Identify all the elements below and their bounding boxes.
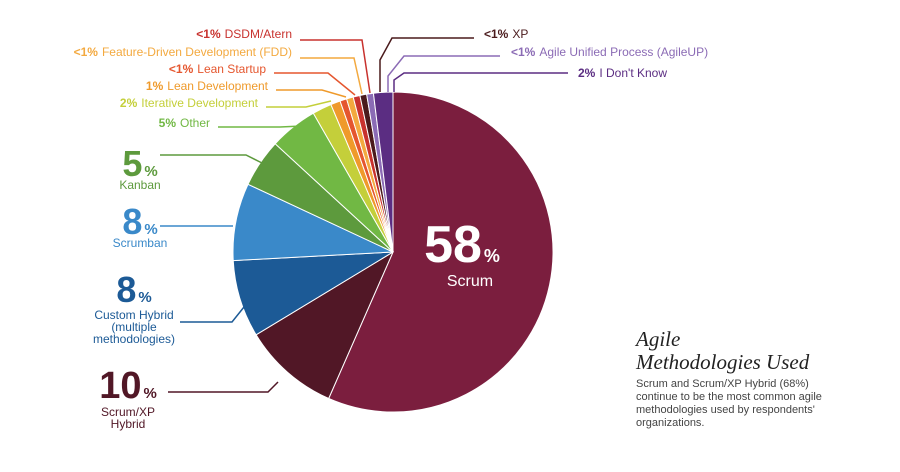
chart-subtitle: Scrum and Scrum/XP Hybrid (68%) continue… <box>636 378 822 429</box>
label-i-don-t-know: 2% I Don't Know <box>578 66 667 80</box>
label-iterative-development: 2% Iterative Development <box>120 96 259 110</box>
label-lean-development: 1% Lean Development <box>146 79 269 93</box>
label-name: Scrum/XP <box>101 405 155 419</box>
chart-caption: Agile Methodologies Used Scrum and Scrum… <box>636 328 886 430</box>
label-pct: 2% <box>578 66 596 80</box>
label-kanban: 5 %Kanban <box>119 143 160 192</box>
leader-line-kanban <box>160 154 263 164</box>
label-xp: <1% XP <box>484 27 528 41</box>
label-lean-startup: <1% Lean Startup <box>169 62 266 76</box>
pie-slice-scrum <box>328 91 554 413</box>
label-pct: 58% <box>424 216 500 274</box>
label-name: Custom Hybrid <box>94 308 173 322</box>
leader-line-custom-hybrid-multiple-methodologies <box>180 306 245 323</box>
label-pct: <1% <box>484 27 509 41</box>
label-pct: 2% <box>120 96 138 110</box>
label-name: methodologies) <box>93 332 175 346</box>
label-name: XP <box>512 27 528 41</box>
label-feature-driven-development-fdd: <1% Feature-Driven Development (FDD) <box>74 45 292 59</box>
label-pct: <1% <box>74 45 99 59</box>
leader-line-i-don-t-know <box>393 72 568 92</box>
label-pct: <1% <box>196 27 221 41</box>
label-pct: <1% <box>511 45 536 59</box>
label-name: I Don't Know <box>599 66 667 80</box>
label-name: Scrumban <box>113 236 168 250</box>
label-other: 5% Other <box>159 116 210 130</box>
pie-slice-scrum-xp-hybrid <box>255 250 395 400</box>
label-pct: <1% <box>169 62 194 76</box>
chart-title-line-1: Agile <box>636 327 681 351</box>
leader-line-xp <box>379 37 474 92</box>
label-pct: 8% <box>116 269 151 310</box>
label-name: Agile Unified Process (AgileUP) <box>539 45 708 59</box>
label-scrum: 58 %Scrum <box>424 216 500 290</box>
leader-line-scrum-xp-hybrid <box>168 381 279 393</box>
label-name: Other <box>180 116 210 130</box>
leader-line-dsdm-atern <box>300 39 371 94</box>
label-name: Lean Development <box>167 79 268 93</box>
pie-slice-i-don-t-know <box>372 91 394 253</box>
chart-title: Agile Methodologies Used <box>636 328 886 374</box>
label-pct: 1% <box>146 79 164 93</box>
label-name: DSDM/Atern <box>225 27 292 41</box>
label-dsdm-atern: <1% DSDM/Atern <box>196 27 292 41</box>
label-pct: 10% <box>99 365 157 407</box>
leader-line-other <box>218 125 303 128</box>
label-name: Iterative Development <box>141 96 258 110</box>
label-agile-unified-process-agileup: <1% Agile Unified Process (AgileUP) <box>511 45 708 59</box>
label-name: (multiple <box>111 320 157 334</box>
label-pct: 5% <box>159 116 177 130</box>
leader-line-lean-startup <box>274 72 356 96</box>
label-name: Lean Startup <box>197 62 266 76</box>
label-pct: 8% <box>122 201 157 242</box>
label-pct: 5% <box>122 143 157 184</box>
leader-line-agile-unified-process-agileup <box>387 55 500 92</box>
leader-line-feature-driven-development-fdd <box>300 57 363 95</box>
label-name: Hybrid <box>111 417 146 431</box>
label-name: Feature-Driven Development (FDD) <box>102 45 292 59</box>
leader-line-iterative-development <box>266 100 332 108</box>
label-name: Kanban <box>119 178 160 192</box>
chart-title-line-2: Methodologies Used <box>636 350 810 374</box>
label-scrumban: 8 %Scrumban <box>113 201 168 250</box>
label-name: Scrum <box>447 273 493 290</box>
leader-line-lean-development <box>276 89 347 98</box>
